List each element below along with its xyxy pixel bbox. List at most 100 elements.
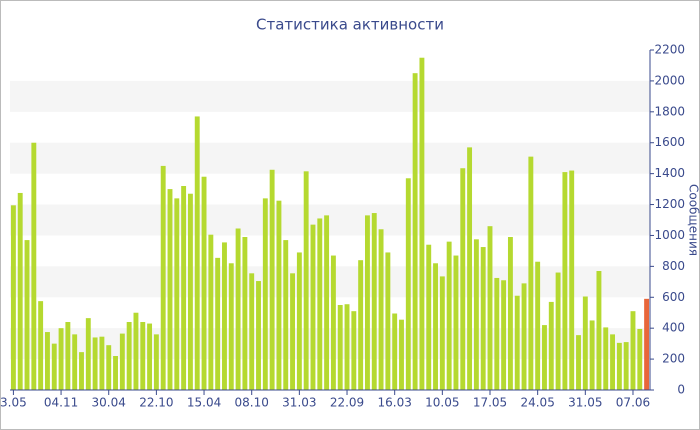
bar <box>582 296 588 390</box>
y-tick-label: 0 <box>677 383 685 397</box>
bar <box>181 186 187 390</box>
bar <box>542 325 547 390</box>
y-tick-label: 800 <box>662 259 685 273</box>
y-tick-label: 1800 <box>654 104 685 118</box>
bar <box>133 312 139 390</box>
bar <box>160 165 166 390</box>
chart-title: Статистика активности <box>256 16 444 34</box>
bar <box>507 237 513 390</box>
bar <box>405 178 411 390</box>
bar <box>562 172 568 390</box>
x-tick-label: 07.06 <box>616 396 650 410</box>
bar <box>610 334 616 390</box>
bar <box>569 170 575 390</box>
x-tick-label: 3.05 <box>0 396 27 410</box>
x-tick-label: 22.10 <box>139 396 173 410</box>
bar <box>616 342 622 390</box>
bar <box>269 169 275 390</box>
x-tick-label: 22.09 <box>330 396 364 410</box>
bar <box>467 147 473 390</box>
bar <box>596 271 602 390</box>
y-tick-label: 1000 <box>654 228 685 242</box>
x-tick-label: 31.05 <box>568 396 602 410</box>
bar <box>215 257 221 390</box>
x-tick-label: 31.03 <box>282 396 316 410</box>
grid-band <box>10 142 650 174</box>
bar <box>276 200 282 390</box>
bar <box>140 322 146 390</box>
grid-band <box>10 204 650 236</box>
bar <box>392 313 398 390</box>
grid-band <box>10 80 650 112</box>
bar <box>194 116 200 391</box>
bar <box>296 252 302 390</box>
bar <box>317 218 323 390</box>
bar <box>153 334 159 390</box>
y-tick-label: 2200 <box>654 43 685 57</box>
bar <box>290 273 296 390</box>
bar <box>473 239 479 390</box>
bar <box>419 57 425 391</box>
bar <box>44 332 50 390</box>
bar <box>494 277 500 390</box>
bar <box>385 252 391 390</box>
bar <box>303 171 309 390</box>
bar <box>242 237 248 390</box>
bar <box>208 234 214 390</box>
bar <box>235 228 241 390</box>
bar <box>603 327 609 390</box>
bar <box>147 323 153 390</box>
bar <box>113 356 118 390</box>
bar <box>262 198 268 390</box>
bar <box>106 345 112 390</box>
bar <box>535 261 541 390</box>
bar <box>623 342 629 390</box>
bar <box>99 336 105 390</box>
bar <box>337 305 343 390</box>
y-tick-label: 600 <box>662 290 685 304</box>
bar <box>126 322 132 390</box>
bar <box>17 192 23 390</box>
bar <box>256 281 261 390</box>
y-tick-label: 1600 <box>654 135 685 149</box>
bar <box>31 142 37 390</box>
bar <box>412 73 418 390</box>
x-tick-label: 10.05 <box>425 396 459 410</box>
y-tick-label: 1200 <box>654 197 685 211</box>
bar <box>371 213 377 390</box>
x-tick-label: 15.04 <box>187 396 221 410</box>
bar <box>119 333 125 390</box>
bar <box>548 301 554 390</box>
grid-band <box>10 266 650 298</box>
bar <box>460 168 466 390</box>
bar <box>310 224 316 390</box>
bar <box>514 295 520 390</box>
bar <box>521 283 527 390</box>
y-tick-label: 200 <box>662 352 685 366</box>
bar <box>364 215 370 390</box>
bar <box>92 337 98 390</box>
bar <box>249 273 255 390</box>
bar <box>433 263 438 390</box>
bar <box>358 260 364 390</box>
bar <box>501 280 507 390</box>
bar <box>480 247 486 390</box>
bar <box>65 322 71 390</box>
bar <box>228 263 234 390</box>
bar <box>528 156 534 390</box>
x-tick-label: 24.05 <box>520 396 554 410</box>
bar <box>399 319 404 390</box>
x-tick-label: 08.10 <box>235 396 269 410</box>
bar <box>555 272 561 390</box>
bar <box>589 320 595 390</box>
x-tick-label: 30.04 <box>92 396 126 410</box>
bar <box>167 189 173 390</box>
y-tick-label: 2000 <box>654 73 685 87</box>
bar <box>426 244 432 390</box>
bar <box>378 229 384 390</box>
y-tick-label: 400 <box>662 321 685 335</box>
bar <box>58 328 64 390</box>
y-tick-label: 1400 <box>654 166 685 180</box>
x-tick-label: 16.03 <box>378 396 412 410</box>
